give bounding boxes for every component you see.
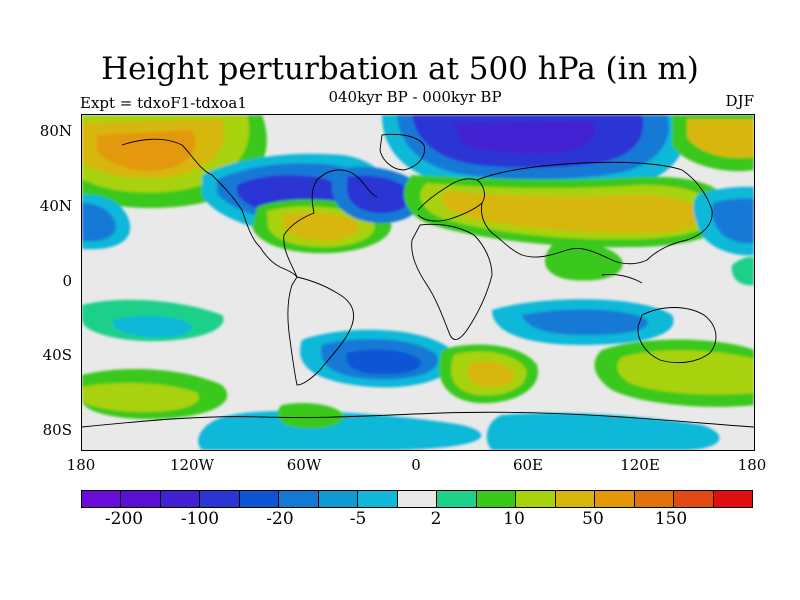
colorbar-swatch (516, 491, 556, 507)
lat-label: 80N (39, 122, 72, 140)
blob-asia-small-green (544, 243, 623, 281)
blob-pac-north-green (731, 256, 754, 286)
colorbar-label: 2 (430, 509, 442, 529)
lat-label: 40N (39, 197, 72, 215)
colorbar-swatch (713, 491, 752, 507)
lon-label: 60W (286, 456, 322, 474)
lon-label: 180 (66, 456, 96, 474)
colorbar-label: 10 (503, 509, 525, 529)
colorbar-label: -100 (180, 509, 220, 529)
coast-south-america (287, 276, 355, 386)
coast-europe (417, 178, 485, 222)
colorbar-swatch (82, 491, 122, 507)
lat-label: 80S (42, 421, 72, 439)
plot-title: Height perturbation at 500 hPa (in m) (101, 51, 699, 87)
coast-north-america (121, 138, 378, 278)
lat-label: 40S (42, 346, 72, 364)
blob-antarctic-green (277, 403, 344, 429)
colorbar-swatch (358, 491, 398, 507)
lon-label: 180 (737, 456, 767, 474)
blob-antarctic-neg-right (486, 413, 720, 450)
colorbar-label: 50 (582, 509, 604, 529)
blob-pac-pos-core (97, 130, 196, 171)
colorbar-swatch (674, 491, 714, 507)
blob-satl-neg-inner (346, 349, 421, 375)
blob-midatl-neg-inner (347, 175, 412, 214)
blob-bering-pos-inner (687, 119, 754, 159)
colorbar-swatch (397, 491, 438, 507)
coastlines (82, 133, 754, 428)
lon-label: 0 (411, 456, 421, 474)
colorbar-swatch (476, 491, 517, 507)
blob-eurasia-pos-inner (441, 191, 702, 233)
blob-dateline-neg-west-inner (82, 203, 117, 242)
contour-field (82, 115, 754, 450)
colorbar-swatch (239, 491, 280, 507)
blob-swio-pos-inner (467, 361, 515, 388)
blob-arctic-neg-core (452, 121, 596, 154)
colorbar-label: 150 (654, 509, 688, 529)
colorbar-swatch (160, 491, 201, 507)
coast-indonesia (601, 274, 643, 284)
lon-label: 60E (512, 456, 544, 474)
season-label: DJF (725, 92, 754, 110)
blob-sausr-pos-inner (617, 350, 754, 395)
colorbar-swatch (200, 491, 240, 507)
colorbar-swatch (318, 491, 359, 507)
coast-australia (637, 307, 717, 364)
contour-map (81, 114, 755, 451)
blob-sep-pos-inner (82, 383, 199, 413)
experiment-label: Expt = tdxoF1-tdxoa1 (80, 94, 247, 112)
colorbar-swatch (555, 491, 596, 507)
colorbar-swatch (634, 491, 675, 507)
coast-asia (476, 161, 713, 265)
blob-sp-blue (112, 315, 193, 338)
colorbar-label: -200 (104, 509, 144, 529)
coast-antarctica (82, 411, 754, 428)
coast-greenland (379, 133, 425, 171)
colorbar-swatch (279, 491, 319, 507)
blob-sio-neg-inner (522, 309, 648, 335)
colorbar-swatch (595, 491, 635, 507)
colorbar-swatch (437, 491, 477, 507)
lat-label: 0 (62, 272, 72, 290)
lon-label: 120W (169, 456, 215, 474)
colorbar-swatch (121, 491, 161, 507)
colorbar-label: -20 (266, 509, 294, 529)
plot-subtitle: 040kyr BP - 000kyr BP (328, 88, 502, 106)
colorbar (81, 490, 753, 508)
coast-africa (411, 223, 493, 341)
blob-nwpac-neg-inner (711, 198, 754, 244)
blob-antarctic-neg (198, 410, 482, 450)
lon-label: 120E (620, 456, 660, 474)
colorbar-label: -5 (349, 509, 367, 529)
